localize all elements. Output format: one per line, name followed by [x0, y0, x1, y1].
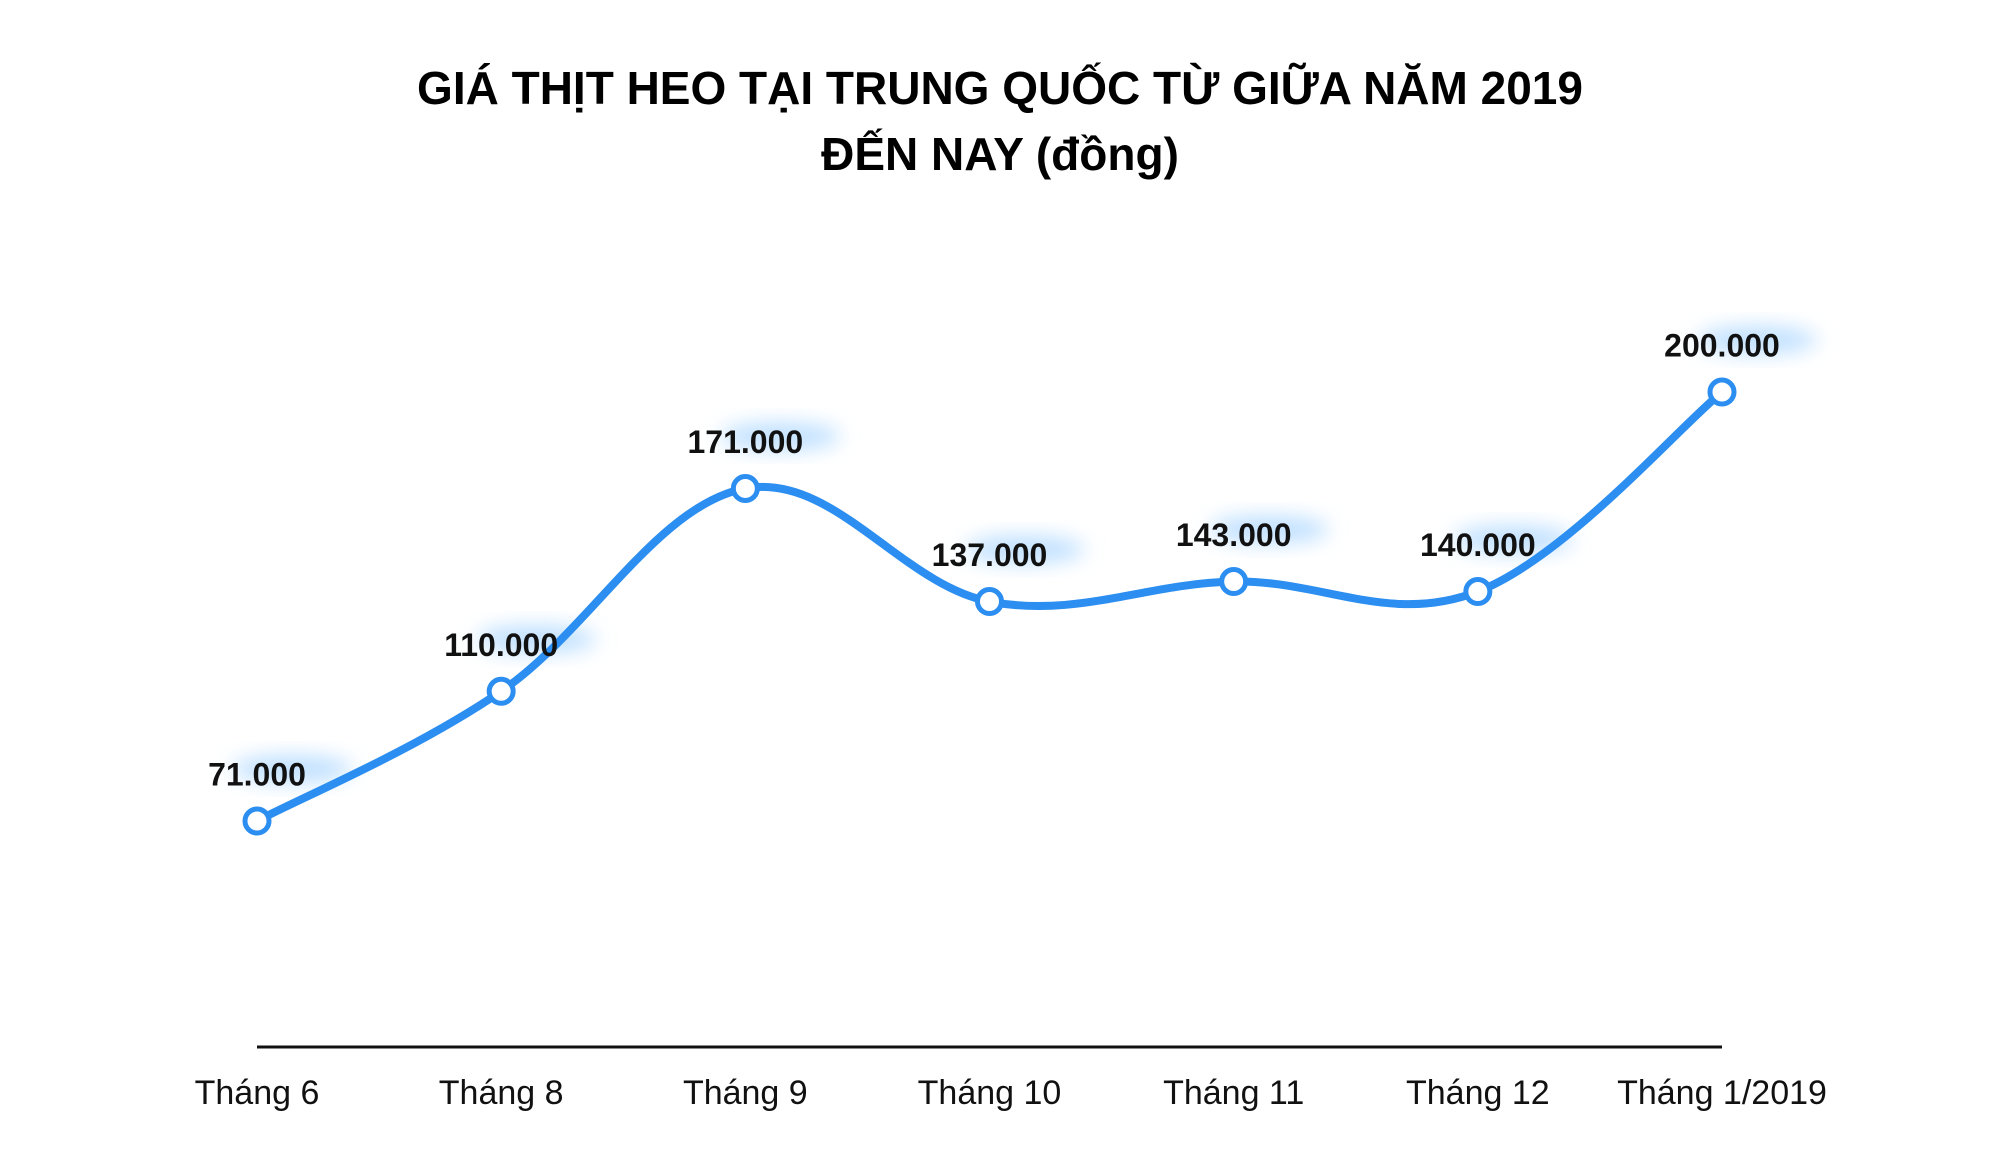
point [975, 587, 1004, 617]
x-tick-label: Tháng 1/2019 [1617, 1074, 1827, 1112]
point [1219, 567, 1249, 597]
x-tick-label: Tháng 11 [1163, 1074, 1304, 1112]
x-tick-label: Tháng 8 [439, 1074, 564, 1112]
value-label: 137.000 [932, 537, 1048, 573]
label-glow [720, 422, 841, 451]
point [730, 473, 760, 503]
value-label: 140.000 [1420, 527, 1536, 563]
chart-title: ĐẾN NAY (đồng) [821, 128, 1179, 180]
value-label: 110.000 [444, 627, 558, 663]
value-label: 200.000 [1664, 327, 1780, 363]
point [242, 806, 272, 836]
label-glows [232, 326, 1817, 783]
x-tick-label: Tháng 9 [683, 1074, 808, 1112]
label-glow [964, 535, 1085, 564]
label-glow [1208, 515, 1329, 544]
value-label: 71.000 [208, 756, 306, 792]
value-label: 171.000 [687, 424, 803, 460]
label-glow [1452, 525, 1573, 554]
x-tick-label: Tháng 12 [1406, 1074, 1550, 1112]
x-tick-label: Tháng 6 [195, 1074, 320, 1112]
point [1463, 577, 1493, 607]
point [1707, 377, 1737, 407]
label-glow [1697, 326, 1817, 354]
chart-title: GIÁ THỊT HEO TẠI TRUNG QUỐC TỪ GIỮA NĂM … [417, 62, 1583, 114]
x-tick-label: Tháng 10 [918, 1074, 1062, 1112]
point [486, 676, 516, 706]
value-label: 143.000 [1176, 517, 1292, 553]
label-glow [232, 755, 352, 783]
